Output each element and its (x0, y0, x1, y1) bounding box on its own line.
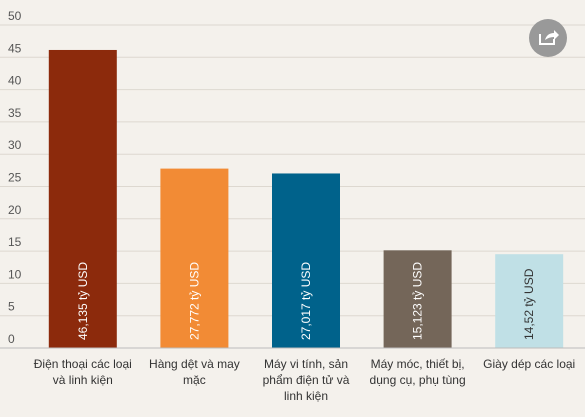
bar (272, 173, 340, 348)
bar (495, 254, 564, 348)
bar (383, 250, 452, 348)
y-tick-label: 30 (8, 138, 22, 152)
y-tick-label: 5 (8, 300, 15, 314)
x-tick-label: Điện thoại các loại và linh kiện (33, 357, 132, 387)
y-tick-label: 15 (8, 235, 22, 249)
value-label: 15,123 tỷ USD (411, 262, 425, 340)
y-tick-label: 45 (8, 41, 22, 55)
bar (160, 168, 229, 348)
x-tick-label: Giày dép các loại (483, 357, 576, 371)
x-tick-label: Máy vi tính, sản phẩm điện tử và linh ki… (262, 357, 350, 403)
y-tick-label: 25 (8, 171, 22, 185)
value-label: 27,017 tỷ USD (299, 262, 313, 340)
y-tick-label: 40 (8, 74, 22, 88)
y-tick-label: 10 (8, 267, 22, 281)
y-tick-label: 0 (8, 332, 15, 346)
share-button[interactable] (529, 19, 567, 57)
y-tick-label: 35 (8, 106, 22, 120)
y-tick-label: 50 (8, 9, 22, 23)
x-tick-label: Hàng dệt và may mặc (149, 357, 240, 387)
y-tick-label: 20 (8, 203, 22, 217)
value-label: 27,772 tỷ USD (187, 262, 201, 340)
bar (48, 49, 117, 349)
x-tick-label: Máy móc, thiết bị, dụng cụ, phụ tùng (369, 357, 466, 387)
value-label: 14,52 tỷ USD (522, 268, 536, 340)
value-label: 46,135 tỷ USD (76, 262, 90, 340)
